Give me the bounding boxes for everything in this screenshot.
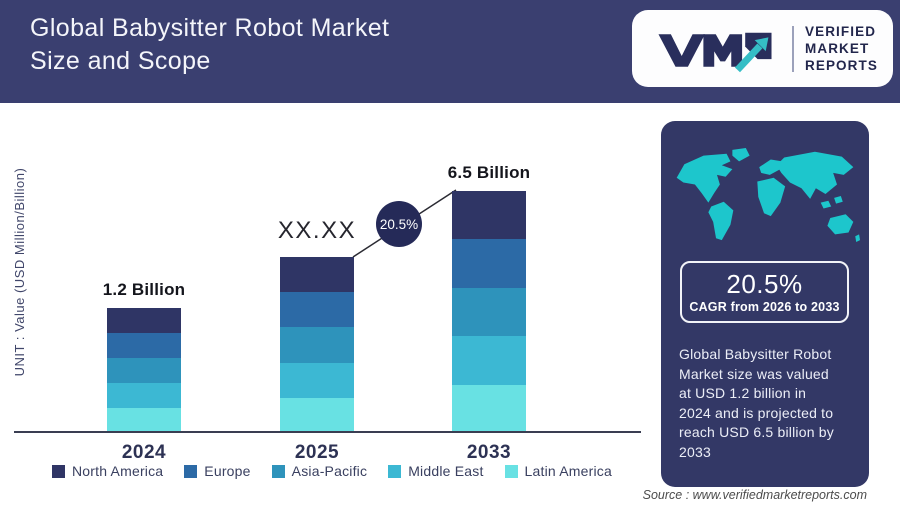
bar-segment-asia-pacific: [107, 358, 181, 383]
world-map-icon: [676, 147, 861, 243]
bar-segment-europe: [107, 333, 181, 358]
bar-value-label-2033: 6.5 Billion: [447, 163, 531, 182]
legend-item-middle-east: Middle East: [388, 463, 483, 479]
logo-divider: [792, 25, 794, 72]
legend-swatch-middle-east: [388, 464, 402, 478]
bar-segment-latin-america: [280, 397, 354, 433]
bar-segment-north-america: [107, 308, 181, 333]
bar-segment-latin-america: [107, 408, 181, 433]
bar-segment-middle-east: [280, 362, 354, 398]
legend-label: Asia-Pacific: [291, 463, 368, 479]
legend-item-asia-pacific: Asia-Pacific: [271, 463, 368, 479]
legend-label: North America: [72, 463, 164, 479]
bar-value-label-2024: 1.2 Billion: [102, 280, 186, 299]
logo-wordmark: VERIFIED MARKET REPORTS: [805, 23, 878, 74]
brand-logo: VERIFIED MARKET REPORTS: [632, 10, 893, 87]
bar-segment-latin-america: [452, 384, 526, 433]
x-axis-label-2024: 2024: [121, 442, 167, 463]
logo-word-3: REPORTS: [805, 58, 878, 73]
cagr-value: 20.5%: [726, 269, 803, 299]
page-title: Global Babysitter Robot Market Size and …: [30, 12, 389, 78]
header-banner: Global Babysitter Robot Market Size and …: [0, 0, 900, 103]
summary-panel: 20.5% CAGR from 2026 to 2033 Global Baby…: [661, 121, 869, 487]
market-summary-text: Global Babysitter Robot Market size was …: [679, 346, 834, 460]
bar-segment-north-america: [280, 257, 354, 293]
stacked-bar-2024: [107, 308, 181, 433]
legend-item-north-america: North America: [52, 463, 163, 479]
stacked-bar-2033: [452, 191, 526, 433]
vmr-logo-icon: [658, 32, 772, 72]
bar-segment-europe: [452, 239, 526, 288]
legend-swatch-asia-pacific: [271, 464, 285, 478]
cagr-caption: CAGR from 2026 to 2033: [689, 300, 840, 314]
x-axis-label-2033: 2033: [466, 442, 512, 463]
y-axis-label: UNIT : Value (USD Million/Billion): [12, 167, 27, 377]
legend-label: Europe: [204, 463, 251, 479]
legend-swatch-latin-america: [504, 464, 518, 478]
chart-legend: North America Europe Asia-Pacific Middle Ea…: [52, 463, 612, 479]
title-line-2: Size and Scope: [30, 47, 211, 75]
source-attribution: Source : www.verifiedmarketreports.com: [642, 488, 867, 502]
bar-segment-europe: [280, 292, 354, 328]
x-axis-label-2025: 2025: [294, 442, 340, 463]
logo-word-2: MARKET: [805, 41, 870, 56]
bar-segment-asia-pacific: [280, 327, 354, 363]
bar-segment-middle-east: [452, 336, 526, 385]
bar-segment-asia-pacific: [452, 287, 526, 337]
bar-segment-north-america: [452, 191, 526, 240]
stacked-bar-2025: [280, 257, 354, 433]
legend-swatch-europe: [184, 464, 198, 478]
bar-value-label-2025: XX.XX: [277, 217, 357, 244]
logo-word-1: VERIFIED: [805, 24, 877, 39]
cagr-badge: 20.5%: [376, 201, 422, 247]
bar-segment-middle-east: [107, 383, 181, 408]
legend-label: Latin America: [524, 463, 612, 479]
legend-item-latin-america: Latin America: [504, 463, 612, 479]
cagr-box: 20.5% CAGR from 2026 to 2033: [680, 261, 849, 323]
legend-swatch-north-america: [52, 464, 65, 478]
legend-item-europe: Europe: [184, 463, 250, 479]
x-axis-line: [14, 431, 641, 433]
title-line-1: Global Babysitter Robot Market: [30, 14, 390, 42]
legend-label: Middle East: [408, 463, 484, 479]
